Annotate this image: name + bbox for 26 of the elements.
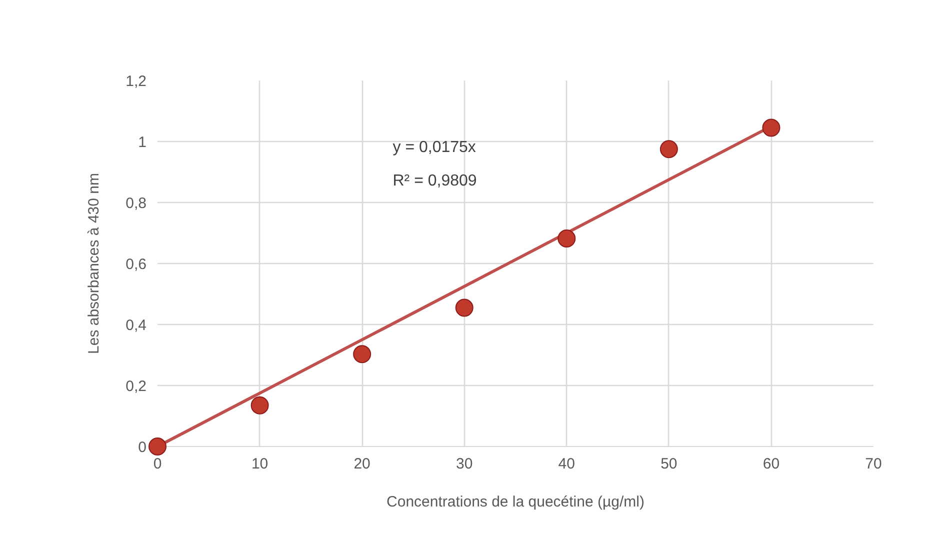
y-tick-label: 0,4	[126, 317, 147, 334]
annotation: R² = 0,9809	[392, 172, 477, 190]
annotation: y = 0,0175x	[392, 139, 476, 156]
x-tick-label: 60	[762, 456, 780, 472]
y-axis-title: Les absorbances à 430 nm	[86, 173, 103, 354]
point	[762, 118, 780, 137]
x-tick-label: 30	[456, 456, 473, 472]
y-tick-label: 1,2	[126, 73, 147, 90]
y-tick-label: 0	[138, 439, 146, 456]
y-tick-label: 0,8	[126, 195, 147, 212]
point	[660, 140, 678, 158]
point	[455, 298, 474, 317]
x-axis-title: Concentrations de la quecétine (µg/ml)	[386, 494, 644, 510]
point	[148, 438, 166, 456]
y-tick-label: 0,6	[126, 256, 147, 273]
x-tick-label: 50	[660, 456, 678, 472]
point	[353, 345, 372, 364]
x-tick-label: 70	[865, 456, 882, 472]
x-tick-label: 40	[558, 456, 575, 472]
y-tick-label: 1	[138, 134, 146, 151]
x-tick-label: 10	[251, 456, 268, 472]
x-tick-label: 20	[354, 456, 370, 472]
y-tick-label: 0,2	[126, 378, 147, 395]
x-tick-label: 0	[153, 456, 162, 472]
point	[558, 230, 576, 248]
point	[250, 396, 269, 414]
